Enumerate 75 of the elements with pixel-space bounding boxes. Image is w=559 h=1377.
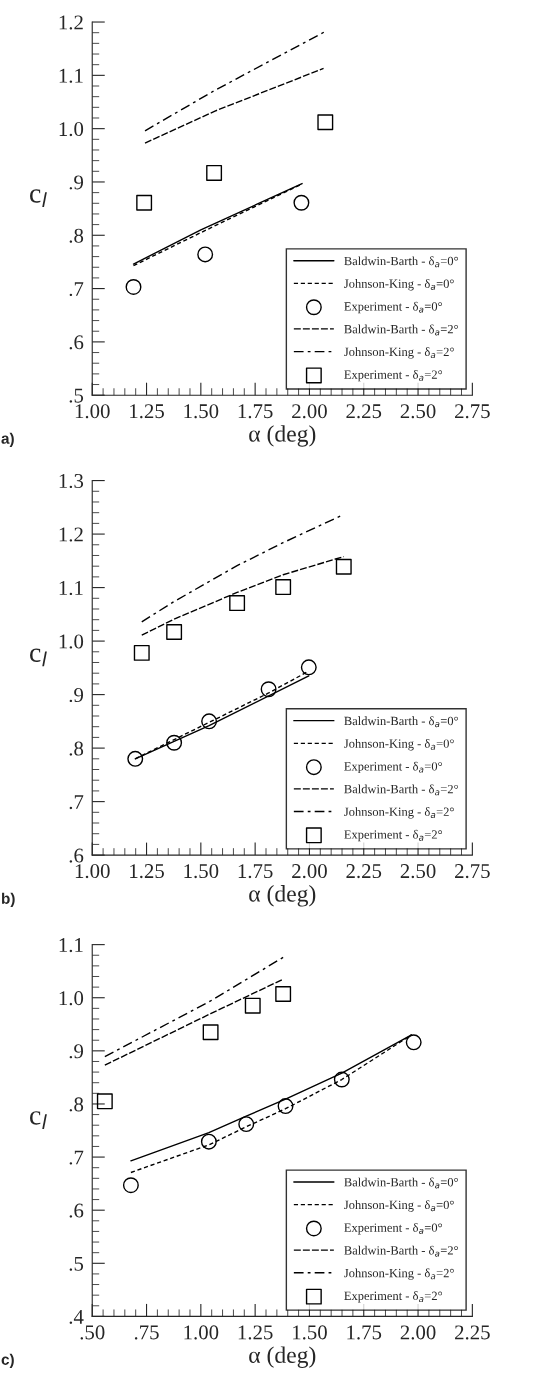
y-tick-label: .8: [69, 228, 84, 243]
x-axis-title: α (deg): [249, 425, 316, 447]
x-axis-title: α (deg): [249, 885, 316, 907]
x-tick-label: 2.25: [346, 864, 382, 879]
legend-label: Johnson-King - δ$_{a}$=2°: [344, 347, 454, 359]
x-axis-title: α (deg): [249, 1346, 316, 1368]
x-tick-label: 1.75: [238, 864, 273, 879]
legend-label: Johnson-King - δ$_{a}$=0°: [344, 1200, 454, 1212]
y-tick-label: .8: [69, 1097, 84, 1112]
legend-label: Baldwin-Barth - δ$_{a}$=0°: [344, 716, 458, 728]
y-tick-label: 1.2: [59, 527, 83, 542]
y-axis-title: c$_{l}$: [30, 189, 47, 208]
x-tick-label: 1.50: [184, 404, 219, 419]
x-tick-label: 1.00: [75, 404, 110, 419]
y-tick-label: .4: [69, 1309, 84, 1324]
legend-label: Baldwin-Barth - δ$_{a}$=2°: [344, 784, 458, 796]
y-tick-label: 1.1: [59, 938, 83, 953]
y-tick-label: .7: [69, 282, 84, 297]
x-tick-label: 2.00: [400, 1325, 436, 1340]
legend-label: Johnson-King - δ$_{a}$=0°: [344, 279, 454, 291]
legend-label: Baldwin-Barth - δ$_{a}$=2°: [344, 1245, 458, 1257]
legend-label: Baldwin-Barth - δ$_{a}$=0°: [344, 1177, 458, 1189]
x-tick-label: 1.50: [184, 864, 219, 879]
x-tick-label: 1.75: [347, 1325, 382, 1340]
y-tick-label: .6: [69, 1203, 84, 1218]
x-tick-label: 2.25: [455, 1325, 490, 1340]
y-tick-label: 1.0: [59, 122, 84, 137]
y-axis-title: c$_{l}$: [30, 648, 47, 667]
x-tick-label: 2.25: [346, 404, 382, 419]
y-tick-label: .8: [69, 741, 84, 756]
legend-label: Baldwin-Barth - δ$_{a}$=2°: [344, 324, 458, 336]
y-tick-label: .5: [69, 1256, 84, 1271]
y-tick-label: 1.0: [59, 634, 84, 649]
y-tick-label: 1.3: [59, 474, 84, 489]
legend-label: Experiment - δ$_{a}$=0°: [344, 761, 442, 774]
x-tick-label: 1.25: [238, 1325, 273, 1340]
x-tick-label: 2.00: [292, 404, 327, 419]
x-tick-label: 1.00: [75, 864, 110, 879]
x-tick-label: 2.00: [292, 864, 327, 879]
x-tick-label: 1.25: [130, 864, 164, 879]
legend-label: Experiment - δ$_{a}$=0°: [344, 301, 442, 314]
x-tick-label: 1.50: [293, 1325, 327, 1340]
y-tick-label: .6: [69, 335, 84, 350]
x-tick-label: 2.50: [400, 404, 436, 419]
x-tick-label: .50: [80, 1325, 105, 1340]
text: b): [2, 892, 15, 907]
legend-label: Johnson-King - δ$_{a}$=0°: [344, 738, 454, 751]
legend-label: Johnson-King - δ$_{a}$=2°: [344, 807, 454, 819]
legend-label: Experiment - δ$_{a}$=2°: [344, 829, 442, 842]
y-tick-label: .6: [69, 848, 84, 863]
legend-label: Experiment - δ$_{a}$=0°: [344, 1223, 442, 1235]
y-tick-label: .7: [69, 795, 84, 810]
y-tick-label: 1.1: [59, 68, 83, 83]
y-tick-label: .9: [69, 1044, 84, 1059]
text: c): [1, 1353, 14, 1368]
legend-label: Experiment - δ$_{a}$=2°: [344, 1291, 442, 1303]
y-tick-label: .9: [69, 175, 84, 190]
legend-label: Johnson-King - δ$_{a}$=2°: [344, 1268, 454, 1280]
text: a): [1, 432, 14, 447]
x-tick-label: 2.75: [455, 864, 490, 879]
y-axis-title: c$_{l}$: [30, 1111, 47, 1129]
x-tick-label: 2.50: [400, 864, 436, 879]
x-tick-label: 2.75: [455, 404, 490, 419]
y-tick-label: 1.0: [59, 991, 84, 1006]
y-tick-label: 1.2: [59, 15, 83, 30]
x-tick-label: 1.25: [130, 404, 164, 419]
x-tick-label: 1.75: [238, 404, 273, 419]
y-tick-label: .5: [69, 388, 84, 403]
legend-label: Experiment - δ$_{a}$=2°: [344, 369, 442, 382]
y-tick-label: .7: [69, 1150, 84, 1165]
y-tick-label: 1.1: [59, 581, 83, 596]
y-tick-label: .9: [69, 688, 84, 703]
x-tick-label: 1.00: [184, 1325, 219, 1340]
legend-label: Baldwin-Barth - δ$_{a}$=0°: [344, 256, 458, 268]
x-tick-label: .75: [134, 1325, 159, 1340]
